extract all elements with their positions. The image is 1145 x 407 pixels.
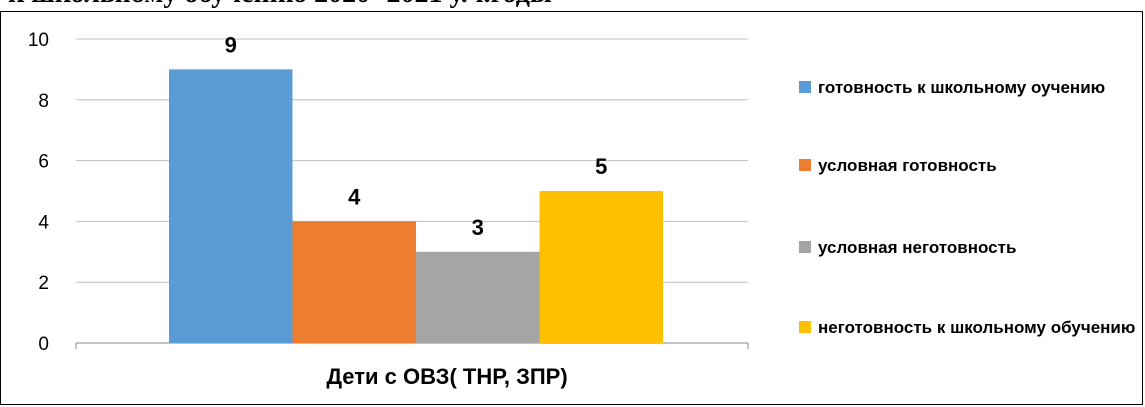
y-tick-label: 2 [38, 273, 49, 294]
data-label: 3 [472, 215, 484, 240]
data-label: 4 [348, 184, 361, 209]
bar-series-2 [292, 221, 416, 343]
data-label: 5 [595, 154, 607, 179]
legend-label: условная готовность [818, 156, 997, 175]
legend-label: неготовность к школьному обучению [818, 318, 1136, 337]
legend-label: условная неготовность [818, 238, 1017, 257]
y-tick-label: 10 [28, 30, 49, 51]
y-tick-label: 4 [38, 212, 49, 233]
bar-series-4 [539, 191, 663, 343]
title-clip: к школьному обучению 2020 -2021 у.ч.годы [0, 0, 1145, 11]
chart-area: 0 2 4 6 8 10 9 4 3 5 Дети с ОВЗ( ТНР, ЗПР) готовно… [0, 11, 1143, 405]
bar-series-1 [169, 69, 293, 344]
category-label: Дети с ОВЗ( ТНР, ЗПР) [326, 364, 567, 389]
chart-heading: к школьному обучению 2020 -2021 у.ч.годы [8, 0, 552, 10]
data-label: 9 [225, 32, 237, 57]
y-tick-label: 0 [38, 334, 49, 355]
legend-label: готовность к школьному оучению [818, 78, 1106, 97]
bar-series-3 [416, 251, 540, 343]
legend-swatch [799, 321, 811, 333]
y-tick-label: 6 [38, 152, 49, 173]
legend-swatch [799, 159, 811, 171]
legend-swatch [799, 81, 811, 93]
y-tick-label: 8 [38, 91, 49, 112]
bar-chart: 0 2 4 6 8 10 9 4 3 5 Дети с ОВЗ( ТНР, ЗПР) [28, 30, 749, 389]
legend-swatch [799, 241, 811, 253]
